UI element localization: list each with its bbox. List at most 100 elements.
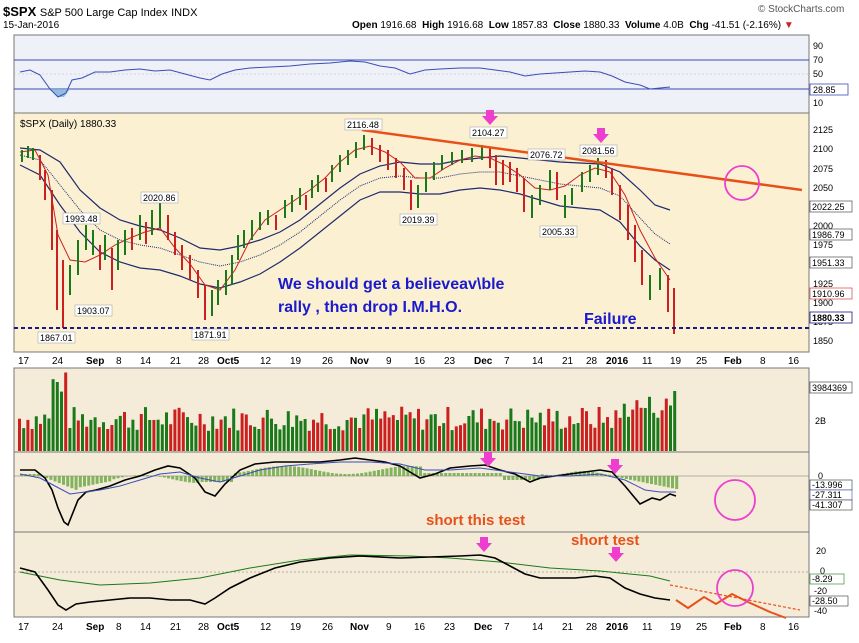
volume-bar	[652, 412, 656, 451]
point-labels: 2116.48 2104.27 2076.72 2081.56 2020.86 …	[37, 118, 618, 344]
svg-text:2076.72: 2076.72	[530, 150, 563, 160]
svg-text:1871.91: 1871.91	[194, 330, 227, 340]
macd-histogram-bar	[91, 476, 95, 485]
osc-projection	[669, 584, 801, 611]
price-panel	[13, 112, 810, 353]
macd-histogram-bar	[666, 476, 670, 488]
svg-text:14: 14	[140, 356, 152, 367]
osc-signal-line	[19, 554, 671, 586]
macd-histogram-bar	[465, 473, 469, 476]
svg-text:17: 17	[18, 356, 30, 367]
svg-text:8: 8	[760, 356, 766, 367]
volume-bar	[383, 411, 387, 451]
volume-bar	[110, 425, 114, 451]
volume-bar	[597, 407, 601, 451]
volume-bar	[618, 417, 622, 451]
volume-bar	[555, 410, 559, 451]
macd-histogram-bar	[95, 476, 99, 484]
chg-value: -41.51 (-2.16%)	[711, 20, 782, 31]
volume-bar	[450, 430, 454, 451]
svg-text:14: 14	[532, 622, 544, 633]
volume-bar	[417, 408, 420, 451]
volume-bar	[538, 412, 542, 451]
svg-text:14: 14	[140, 622, 152, 633]
macd-histogram-bar	[108, 476, 112, 482]
svg-text:8: 8	[116, 622, 122, 633]
svg-text:Nov: Nov	[350, 622, 369, 633]
macd-histogram-bar	[532, 476, 536, 480]
macd-histogram-bar	[486, 473, 490, 476]
volume-bar	[438, 426, 441, 451]
svg-text:19: 19	[290, 622, 302, 633]
macd-histogram-bar	[326, 472, 330, 476]
macd-panel	[13, 451, 810, 533]
volume-bar	[240, 413, 244, 451]
macd-histogram-bar	[120, 476, 124, 478]
macd-histogram-bar	[221, 476, 225, 482]
macd-histogram-bar	[322, 471, 326, 476]
volume-bar	[614, 410, 618, 451]
macd-histogram-bar	[461, 473, 464, 476]
macd-histogram-bar	[360, 473, 364, 476]
down-arrow-icon	[482, 110, 498, 125]
svg-text:19: 19	[290, 356, 302, 367]
volume-bar	[194, 425, 198, 451]
volume-bar	[421, 429, 425, 451]
svg-text:8: 8	[760, 622, 766, 633]
macd-histogram-bar	[545, 474, 548, 476]
volume-bar	[312, 419, 315, 451]
volume-bar	[30, 429, 34, 451]
svg-text:19: 19	[670, 356, 682, 367]
volume-bar	[505, 419, 509, 451]
volume-bar	[215, 428, 219, 451]
svg-text:9: 9	[386, 622, 392, 633]
svg-text:0: 0	[818, 471, 823, 481]
macd-histogram-bar	[624, 476, 628, 479]
macd-histogram-bar	[225, 476, 229, 482]
volume-bar	[97, 427, 101, 451]
down-arrow-icon: ▼	[783, 20, 794, 31]
volume-bar	[173, 409, 177, 451]
volume-bar	[249, 425, 252, 451]
svg-text:19: 19	[670, 622, 682, 633]
svg-text:2016: 2016	[606, 622, 629, 633]
macd-histogram-bar	[87, 476, 91, 486]
volume-bar	[207, 430, 210, 451]
volume-bar	[186, 417, 189, 451]
osc-circle	[716, 569, 754, 607]
macd-histogram-bar	[150, 475, 154, 476]
macd-histogram-bar	[398, 466, 401, 476]
volume-bar	[64, 372, 68, 451]
macd-histogram-bar	[62, 476, 65, 485]
volume-bar	[459, 425, 462, 451]
volume-bar	[26, 419, 30, 451]
close-value: 1880.33	[583, 20, 620, 31]
annotation-failure: Failure	[584, 311, 637, 328]
svg-text:Sep: Sep	[86, 622, 104, 633]
volume-bar	[559, 428, 563, 451]
macd-histogram-bar	[183, 476, 187, 482]
svg-text:2125: 2125	[813, 125, 833, 135]
volume-bar	[400, 406, 404, 451]
volume-bar	[467, 416, 471, 451]
volume-bar	[106, 429, 110, 451]
osc-forecast	[675, 592, 787, 619]
svg-text:2100: 2100	[813, 144, 833, 154]
svg-text:28: 28	[586, 622, 598, 633]
volume-bar	[370, 419, 374, 451]
macd-histogram-bar	[99, 476, 103, 483]
volume-bar	[291, 426, 294, 451]
svg-text:20: 20	[816, 546, 826, 556]
volume-bar	[68, 428, 72, 451]
macd-histogram-bar	[209, 476, 212, 482]
macd-histogram-bar	[158, 476, 162, 477]
high-value: 1916.68	[447, 20, 484, 31]
svg-text:16: 16	[788, 356, 800, 367]
volume-bar	[354, 417, 357, 451]
tag-1880: 1880.33	[812, 313, 845, 323]
svg-text:2104.27: 2104.27	[472, 128, 505, 138]
macd-histogram-bar	[448, 473, 452, 476]
volume-bar	[257, 429, 261, 451]
macd-histogram-bar	[633, 476, 637, 481]
